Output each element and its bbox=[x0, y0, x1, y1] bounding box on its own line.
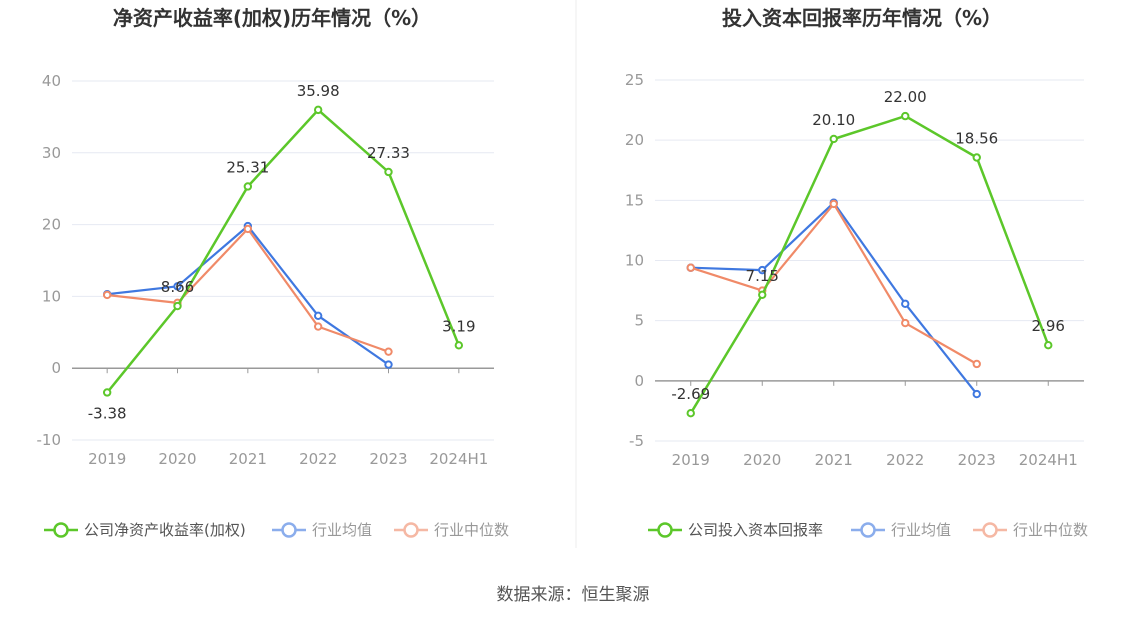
series-line-company bbox=[106, 108, 460, 394]
data-point-industry-median[interactable] bbox=[901, 318, 910, 328]
x-tick-label: 2020 bbox=[743, 451, 781, 469]
legend-marker bbox=[982, 522, 998, 538]
legend-item-industry-mean[interactable]: 行业均值 bbox=[851, 521, 951, 539]
legend-marker bbox=[53, 522, 69, 538]
data-point-industry-mean[interactable] bbox=[313, 311, 323, 320]
legend-item-industry-mean[interactable]: 行业均值 bbox=[272, 521, 372, 539]
legend-marker bbox=[403, 522, 419, 538]
legend-label: 行业均值 bbox=[312, 521, 372, 539]
y-tick-label: 20 bbox=[42, 216, 61, 234]
x-tick-label: 2021 bbox=[229, 450, 267, 468]
series-line-company bbox=[689, 114, 1050, 414]
legend-marker bbox=[657, 522, 673, 538]
y-tick-label: 10 bbox=[625, 252, 644, 270]
y-tick-label: -5 bbox=[629, 432, 644, 450]
data-point-company[interactable] bbox=[686, 409, 695, 418]
x-tick-label: 2019 bbox=[672, 451, 710, 469]
x-tick-label: 2019 bbox=[88, 450, 126, 468]
data-point-company[interactable] bbox=[384, 167, 393, 177]
chart-roic: 投入资本回报率历年情况（%） -5 0 5 10 15 20 25 2019 2020 2021 2… bbox=[625, 6, 1088, 539]
legend-label: 行业均值 bbox=[891, 521, 951, 539]
data-point-company[interactable] bbox=[758, 290, 767, 299]
y-tick-label: -10 bbox=[37, 431, 62, 449]
data-point-industry-mean[interactable] bbox=[901, 299, 910, 309]
y-tick-label: 20 bbox=[625, 131, 644, 149]
data-label: 27.33 bbox=[367, 144, 410, 162]
data-label: -2.69 bbox=[671, 385, 710, 403]
y-tick-label: 0 bbox=[51, 359, 61, 377]
x-tick-label: 2023 bbox=[369, 450, 407, 468]
legend-item-industry-median[interactable]: 行业中位数 bbox=[973, 521, 1088, 539]
data-label: -3.38 bbox=[88, 404, 127, 422]
data-point-company[interactable] bbox=[972, 153, 981, 162]
data-label: 2.96 bbox=[1032, 317, 1065, 335]
data-point-industry-median[interactable] bbox=[829, 199, 838, 209]
x-tick-label: 2021 bbox=[815, 451, 853, 469]
data-point-company[interactable] bbox=[313, 105, 323, 115]
data-source-label: 数据来源：恒生聚源 bbox=[497, 585, 650, 605]
legend-marker bbox=[860, 522, 876, 538]
y-tick-label: 15 bbox=[625, 191, 644, 209]
x-tick-label: 2022 bbox=[886, 451, 924, 469]
y-tick-label: 0 bbox=[634, 372, 644, 390]
legend-item-company[interactable]: 公司净资产收益率(加权) bbox=[44, 521, 246, 539]
data-point-company[interactable] bbox=[173, 301, 182, 311]
chart-title-roe: 净资产收益率(加权)历年情况（%） bbox=[113, 6, 431, 30]
x-tick-label: 2024H1 bbox=[1019, 451, 1078, 469]
data-label: 35.98 bbox=[297, 82, 340, 100]
x-tick-label: 2024H1 bbox=[429, 450, 488, 468]
legend-marker bbox=[281, 522, 297, 538]
chart-title-roic: 投入资本回报率历年情况（%） bbox=[722, 6, 1002, 30]
series-line-industry-mean bbox=[107, 224, 390, 366]
data-point-company[interactable] bbox=[829, 134, 838, 144]
data-point-company[interactable] bbox=[1044, 341, 1053, 350]
data-label: 20.10 bbox=[812, 111, 855, 129]
legend-label: 公司投入资本回报率 bbox=[688, 521, 823, 539]
data-label: 18.56 bbox=[955, 129, 998, 147]
data-point-industry-median[interactable] bbox=[243, 224, 253, 234]
y-tick-label: 10 bbox=[42, 287, 61, 305]
legend-item-industry-median[interactable]: 行业中位数 bbox=[394, 521, 509, 539]
data-point-industry-mean[interactable] bbox=[384, 360, 393, 369]
data-label: 8.66 bbox=[161, 278, 194, 296]
legend-label: 行业中位数 bbox=[1013, 521, 1088, 539]
data-point-industry-median[interactable] bbox=[972, 359, 981, 369]
data-label: 25.31 bbox=[226, 158, 269, 176]
y-tick-label: 30 bbox=[42, 144, 61, 162]
data-label: 3.19 bbox=[442, 317, 475, 335]
y-tick-label: 25 bbox=[625, 71, 644, 89]
data-label: 7.15 bbox=[746, 267, 779, 285]
data-point-industry-median[interactable] bbox=[313, 322, 323, 331]
chart-roe: 净资产收益率(加权)历年情况（%） -10 0 10 20 30 40 2019 2020 20… bbox=[37, 6, 510, 539]
data-point-industry-median[interactable] bbox=[384, 347, 393, 356]
y-tick-label: 5 bbox=[634, 312, 644, 330]
series-line-industry-mean bbox=[690, 201, 978, 395]
data-point-industry-median[interactable] bbox=[686, 263, 695, 272]
data-point-industry-mean[interactable] bbox=[758, 265, 767, 275]
x-tick-label: 2023 bbox=[958, 451, 996, 469]
y-tick-label: 40 bbox=[42, 72, 61, 90]
legend-label: 公司净资产收益率(加权) bbox=[84, 521, 246, 539]
x-tick-label: 2022 bbox=[299, 450, 337, 468]
data-point-company[interactable] bbox=[102, 388, 112, 397]
data-point-company[interactable] bbox=[243, 182, 253, 191]
data-point-industry-median[interactable] bbox=[102, 290, 112, 300]
data-label: 22.00 bbox=[884, 88, 927, 106]
legend-label: 行业中位数 bbox=[434, 521, 509, 539]
data-point-industry-mean[interactable] bbox=[173, 282, 182, 291]
data-point-industry-mean[interactable] bbox=[972, 389, 981, 399]
legend-item-company[interactable]: 公司投入资本回报率 bbox=[648, 521, 823, 539]
data-point-company[interactable] bbox=[454, 341, 464, 350]
data-point-company[interactable] bbox=[901, 111, 910, 121]
x-tick-label: 2020 bbox=[158, 450, 196, 468]
